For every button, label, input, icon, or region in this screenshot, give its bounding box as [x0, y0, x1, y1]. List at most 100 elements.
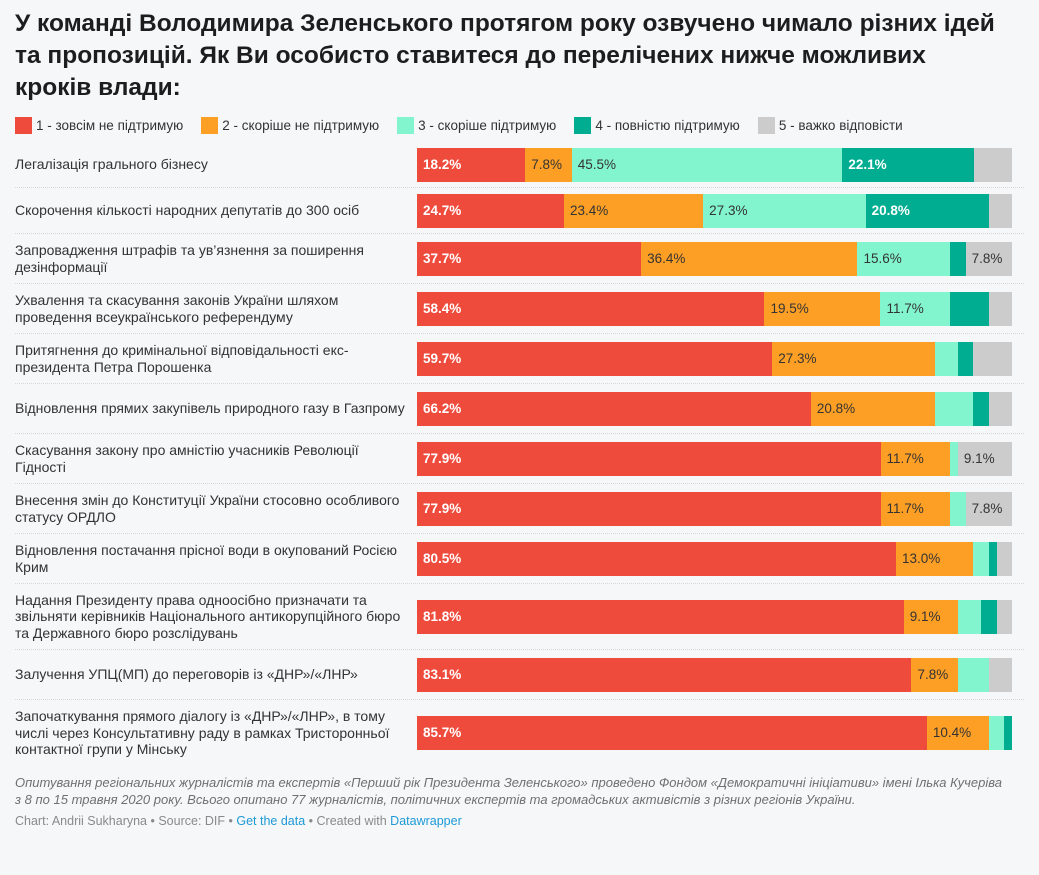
- bar-row: Надання Президенту права одноосібно приз…: [15, 584, 1024, 650]
- category-label: Ухвалення та скасування законів України …: [15, 292, 339, 325]
- category-label: Надання Президенту права одноосібно приз…: [15, 591, 401, 641]
- bar-segment: 59.7%: [417, 341, 773, 376]
- data-label: 59.7%: [423, 350, 462, 366]
- stacked-bar: 85.7% 10.4%: [417, 716, 1012, 750]
- legend-label: 3 - скоріше підтримую: [418, 117, 557, 133]
- bar-rows: Легалізація грального бізнесу 18.2% 7.8% 45…: [15, 142, 1024, 766]
- bar-segment: 23.4%: [563, 193, 704, 228]
- data-label: 85.7%: [423, 725, 462, 740]
- data-label: 7.8%: [531, 156, 563, 172]
- bar-row: Притягнення до кримінальної відповідальн…: [15, 334, 1024, 384]
- data-label: 81.8%: [423, 608, 462, 624]
- data-label: 20.8%: [871, 202, 910, 218]
- legend-label: 4 - повністю підтримую: [595, 117, 740, 133]
- bar-segment: 11.7%: [880, 491, 951, 526]
- data-label: 11.7%: [886, 450, 924, 466]
- category-label: Скорочення кількості народних депутатів …: [15, 202, 360, 219]
- bar-row: Започаткування прямого діалогу із «ДНР»/…: [15, 700, 1024, 766]
- category-label: Відновлення прямих закупівель природного…: [15, 400, 405, 417]
- legend-item: 5 - важко відповісти: [757, 116, 903, 134]
- bar-segment: [950, 491, 966, 526]
- bar-segment: 7.8%: [965, 241, 1012, 276]
- bar-segment: [996, 599, 1012, 634]
- bar-segment: [988, 291, 1012, 326]
- bar-segment: 20.8%: [865, 193, 990, 228]
- bar-row: Запровадження штрафів та ув’язнення за п…: [15, 234, 1024, 284]
- bar-segment: [973, 541, 989, 576]
- bar-segment: 11.7%: [880, 291, 951, 326]
- data-label: 10.4%: [932, 725, 972, 740]
- data-label: 7.8%: [971, 500, 1003, 516]
- datawrapper-link[interactable]: Datawrapper: [390, 814, 462, 828]
- get-the-data-link[interactable]: Get the data: [236, 814, 306, 828]
- bar-segment: [973, 391, 989, 426]
- legend-swatch: [201, 116, 219, 134]
- bar-segment: 18.2%: [417, 147, 526, 182]
- bar-row: Внесення змін до Конституції України сто…: [15, 484, 1024, 534]
- bar-segment: 13.0%: [895, 541, 974, 576]
- chart-source: Source: DIF: [158, 814, 226, 828]
- bar-segment: [996, 541, 1012, 576]
- bar-row: Скорочення кількості народних депутатів …: [15, 188, 1024, 234]
- data-label: 18.2%: [423, 156, 462, 172]
- bar-segment: [950, 241, 966, 276]
- data-label: 77.9%: [423, 500, 462, 516]
- stacked-bar: 77.9% 11.7% 7.8%: [417, 491, 1012, 526]
- data-label: 36.4%: [647, 250, 686, 266]
- category-label: Скасування закону про амністію учасників…: [15, 442, 359, 475]
- data-label: 9.1%: [963, 450, 995, 466]
- bar-row: Легалізація грального бізнесу 18.2% 7.8% 45…: [15, 142, 1024, 188]
- bar-segment: [981, 599, 997, 634]
- data-label: 24.7%: [423, 202, 462, 218]
- legend-swatch: [574, 116, 592, 134]
- bar-segment: 36.4%: [641, 241, 858, 276]
- category-label: Запровадження штрафів та ув’язнення за п…: [15, 242, 364, 275]
- data-label: 13.0%: [901, 550, 941, 566]
- byline: Chart: Andrii Sukharyna • Source: DIF • …: [15, 814, 1024, 828]
- bar-segment: 22.1%: [842, 147, 974, 182]
- category-label: Внесення змін до Конституції України сто…: [15, 492, 400, 525]
- legend-label: 5 - важко відповісти: [778, 117, 903, 133]
- chart-author: Chart: Andrii Sukharyna: [15, 814, 148, 828]
- bar-segment: 37.7%: [417, 241, 642, 276]
- bar-segment: 77.9%: [417, 441, 881, 476]
- bar-segment: 24.7%: [417, 193, 564, 228]
- legend-swatch: [757, 116, 775, 134]
- bar-segment: 7.8%: [911, 657, 958, 692]
- bar-segment: [950, 291, 989, 326]
- stacked-bar: 81.8% 9.1%: [417, 599, 1012, 634]
- bar-segment: 9.1%: [903, 599, 958, 634]
- bar-row: Залучення УПЦ(МП) до переговорів із «ДНР…: [15, 650, 1024, 700]
- category-label: Відновлення постачання прісної води в ок…: [15, 542, 398, 575]
- stacked-bar: 80.5% 13.0%: [417, 541, 1012, 576]
- data-label: 11.7%: [886, 300, 924, 316]
- data-label: 27.3%: [709, 202, 748, 218]
- data-label: 20.8%: [816, 400, 856, 416]
- stacked-bar: 66.2% 20.8%: [417, 391, 1012, 426]
- bar-segment: [973, 147, 1012, 182]
- bar-segment: 27.3%: [703, 193, 866, 228]
- category-label: Легалізація грального бізнесу: [15, 156, 208, 173]
- stacked-bar: 24.7% 23.4% 27.3% 20.8%: [417, 193, 1012, 228]
- legend-item: 4 - повністю підтримую: [574, 116, 740, 134]
- stacked-bar: 58.4% 19.5% 11.7%: [417, 291, 1012, 326]
- bar-segment: [1004, 716, 1012, 750]
- bar-segment: 81.8%: [417, 599, 904, 634]
- data-label: 7.8%: [917, 666, 949, 682]
- byline-separator: •: [225, 814, 237, 828]
- bar-segment: 45.5%: [571, 147, 843, 182]
- data-label: 45.5%: [577, 156, 616, 172]
- bar-row: Ухвалення та скасування законів України …: [15, 284, 1024, 334]
- data-label: 27.3%: [778, 350, 817, 366]
- bar-segment: [950, 441, 958, 476]
- bar-segment: [988, 391, 1012, 426]
- byline-separator: •: [305, 814, 317, 828]
- bar-segment: 20.8%: [810, 391, 935, 426]
- bar-segment: 9.1%: [957, 441, 1012, 476]
- legend-item: 1 - зовсім не підтримую: [15, 116, 183, 134]
- data-label: 9.1%: [909, 608, 941, 624]
- bar-segment: 80.5%: [417, 541, 896, 576]
- data-label: 83.1%: [423, 666, 462, 682]
- chart-title: У команді Володимира Зеленського протяго…: [15, 10, 995, 101]
- bar-segment: 83.1%: [417, 657, 912, 692]
